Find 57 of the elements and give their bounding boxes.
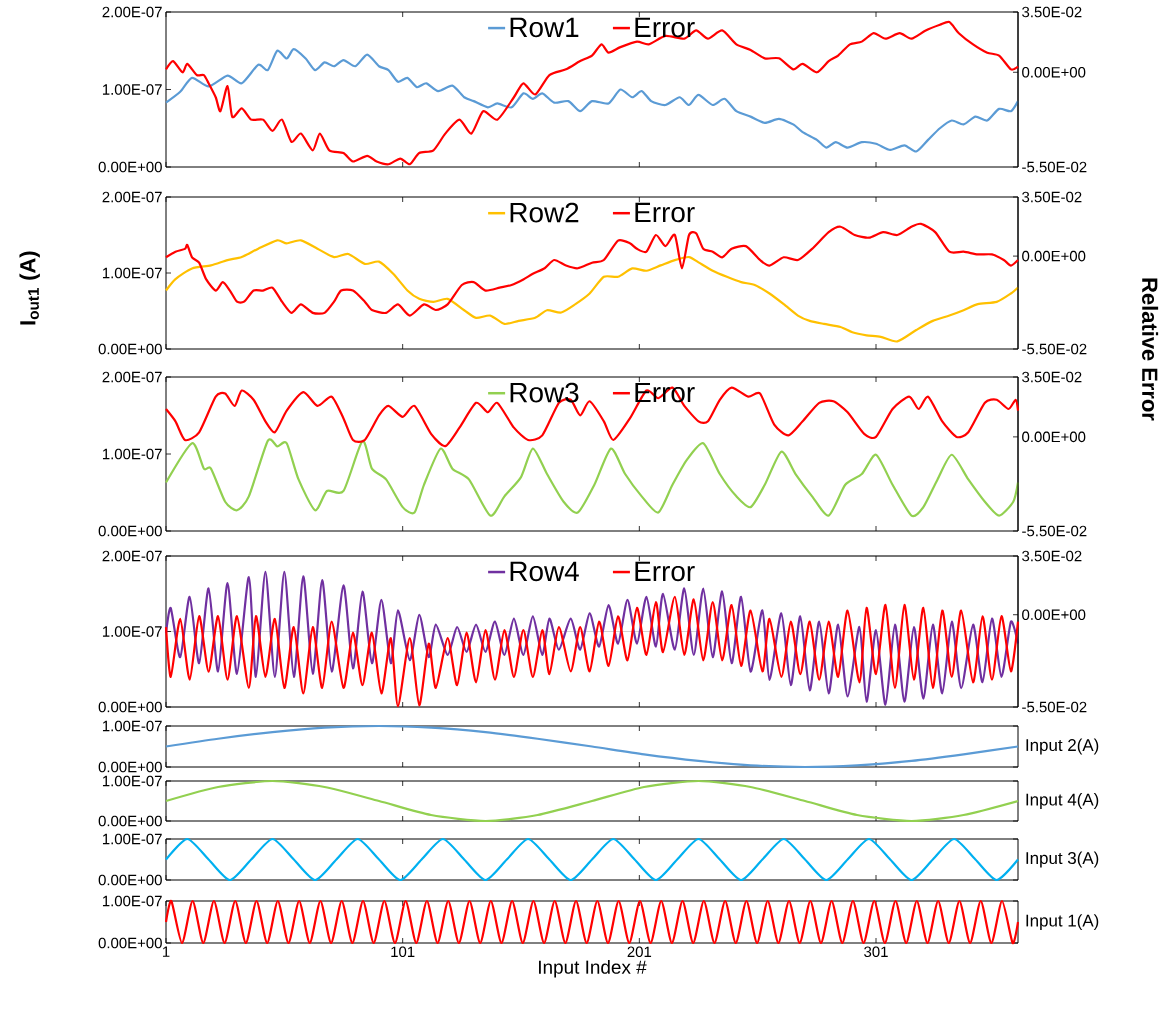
y-axis-title: Input 1(A) <box>1026 914 1099 930</box>
y-tick-label: 0.00E+00 <box>98 525 162 537</box>
line-series <box>164 779 1020 823</box>
line-series <box>164 724 1020 769</box>
y-tick-label: 1.00E-07 <box>102 833 162 845</box>
y-tick-label: 1.00E-07 <box>102 775 162 787</box>
y2-tick-label: 0.00E+00 <box>1022 609 1086 621</box>
y2-tick-label: 3.50E-02 <box>1022 550 1082 562</box>
y-tick-label: 1.00E-07 <box>102 267 162 279</box>
y-axis-title: Input 2(A) <box>1026 738 1099 755</box>
y2-tick-label: -5.50E-02 <box>1022 161 1087 173</box>
y2-tick-label: 3.50E-02 <box>1022 191 1082 203</box>
legend-label: Row4 <box>510 561 579 582</box>
y-axis-title: Input 4(A) <box>1026 793 1099 809</box>
series-label: Error <box>635 17 695 38</box>
y-tick-label: 0.00E+00 <box>98 874 162 886</box>
legend-label: Row1 <box>510 17 579 38</box>
y-tick-label: 1.00E-07 <box>102 84 162 95</box>
y-tick-label: 0.00E+00 <box>98 161 162 173</box>
legend-label: Row2 <box>510 202 579 223</box>
line-series <box>164 595 1020 708</box>
y-tick-label: 2.00E-07 <box>102 191 162 203</box>
y2-tick-label: -5.50E-02 <box>1022 701 1087 713</box>
series-label: Error <box>635 561 695 582</box>
y-axis-title: I$_{out1}$ (A) <box>19 251 40 325</box>
x-tick-label: 101 <box>391 946 415 958</box>
y2-tick-label: 0.00E+00 <box>1022 250 1086 262</box>
line-series <box>164 222 1020 317</box>
y2-tick-label: 0.00E+00 <box>1022 66 1086 78</box>
line-series <box>164 48 1020 153</box>
y-tick-label: 0.00E+00 <box>98 815 162 827</box>
y-tick-label: 1.00E-07 <box>102 626 162 637</box>
x-tick-label: 1 <box>162 946 170 957</box>
y-tick-label: 0.00E+00 <box>98 937 162 949</box>
y2-tick-label: -5.50E-02 <box>1022 343 1087 355</box>
y2-tick-label: 3.50E-02 <box>1022 6 1082 18</box>
y-tick-label: 0.00E+00 <box>98 701 162 713</box>
y-tick-label: 2.00E-07 <box>102 6 162 18</box>
y-tick-label: 2.00E-07 <box>102 550 162 562</box>
x-tick-label: 301 <box>864 946 888 958</box>
series-label: Error <box>635 202 695 223</box>
x-tick-label: 201 <box>627 946 652 958</box>
x-axis-title: Input Index # <box>539 959 647 978</box>
y-tick-label: 1.00E-07 <box>102 895 162 907</box>
y-tick-label: 0.00E+00 <box>98 761 162 773</box>
y2-tick-label: -5.50E-02 <box>1022 525 1087 537</box>
y-axis-title: Input 3(A) <box>1026 851 1099 868</box>
y-tick-label: 2.00E-07 <box>102 371 162 383</box>
y-tick-label: 1.00E-07 <box>102 720 162 732</box>
y2-axis-title: Relative Error <box>1142 278 1159 421</box>
y2-tick-label: 0.00E+00 <box>1022 431 1086 443</box>
y-tick-label: 0.00E+00 <box>98 343 162 355</box>
line-series <box>164 239 1020 343</box>
line-series <box>164 439 1020 517</box>
y2-tick-label: 3.50E-02 <box>1022 371 1082 383</box>
legend-label: Row3 <box>510 382 579 403</box>
y-tick-label: 1.00E-07 <box>102 448 162 460</box>
